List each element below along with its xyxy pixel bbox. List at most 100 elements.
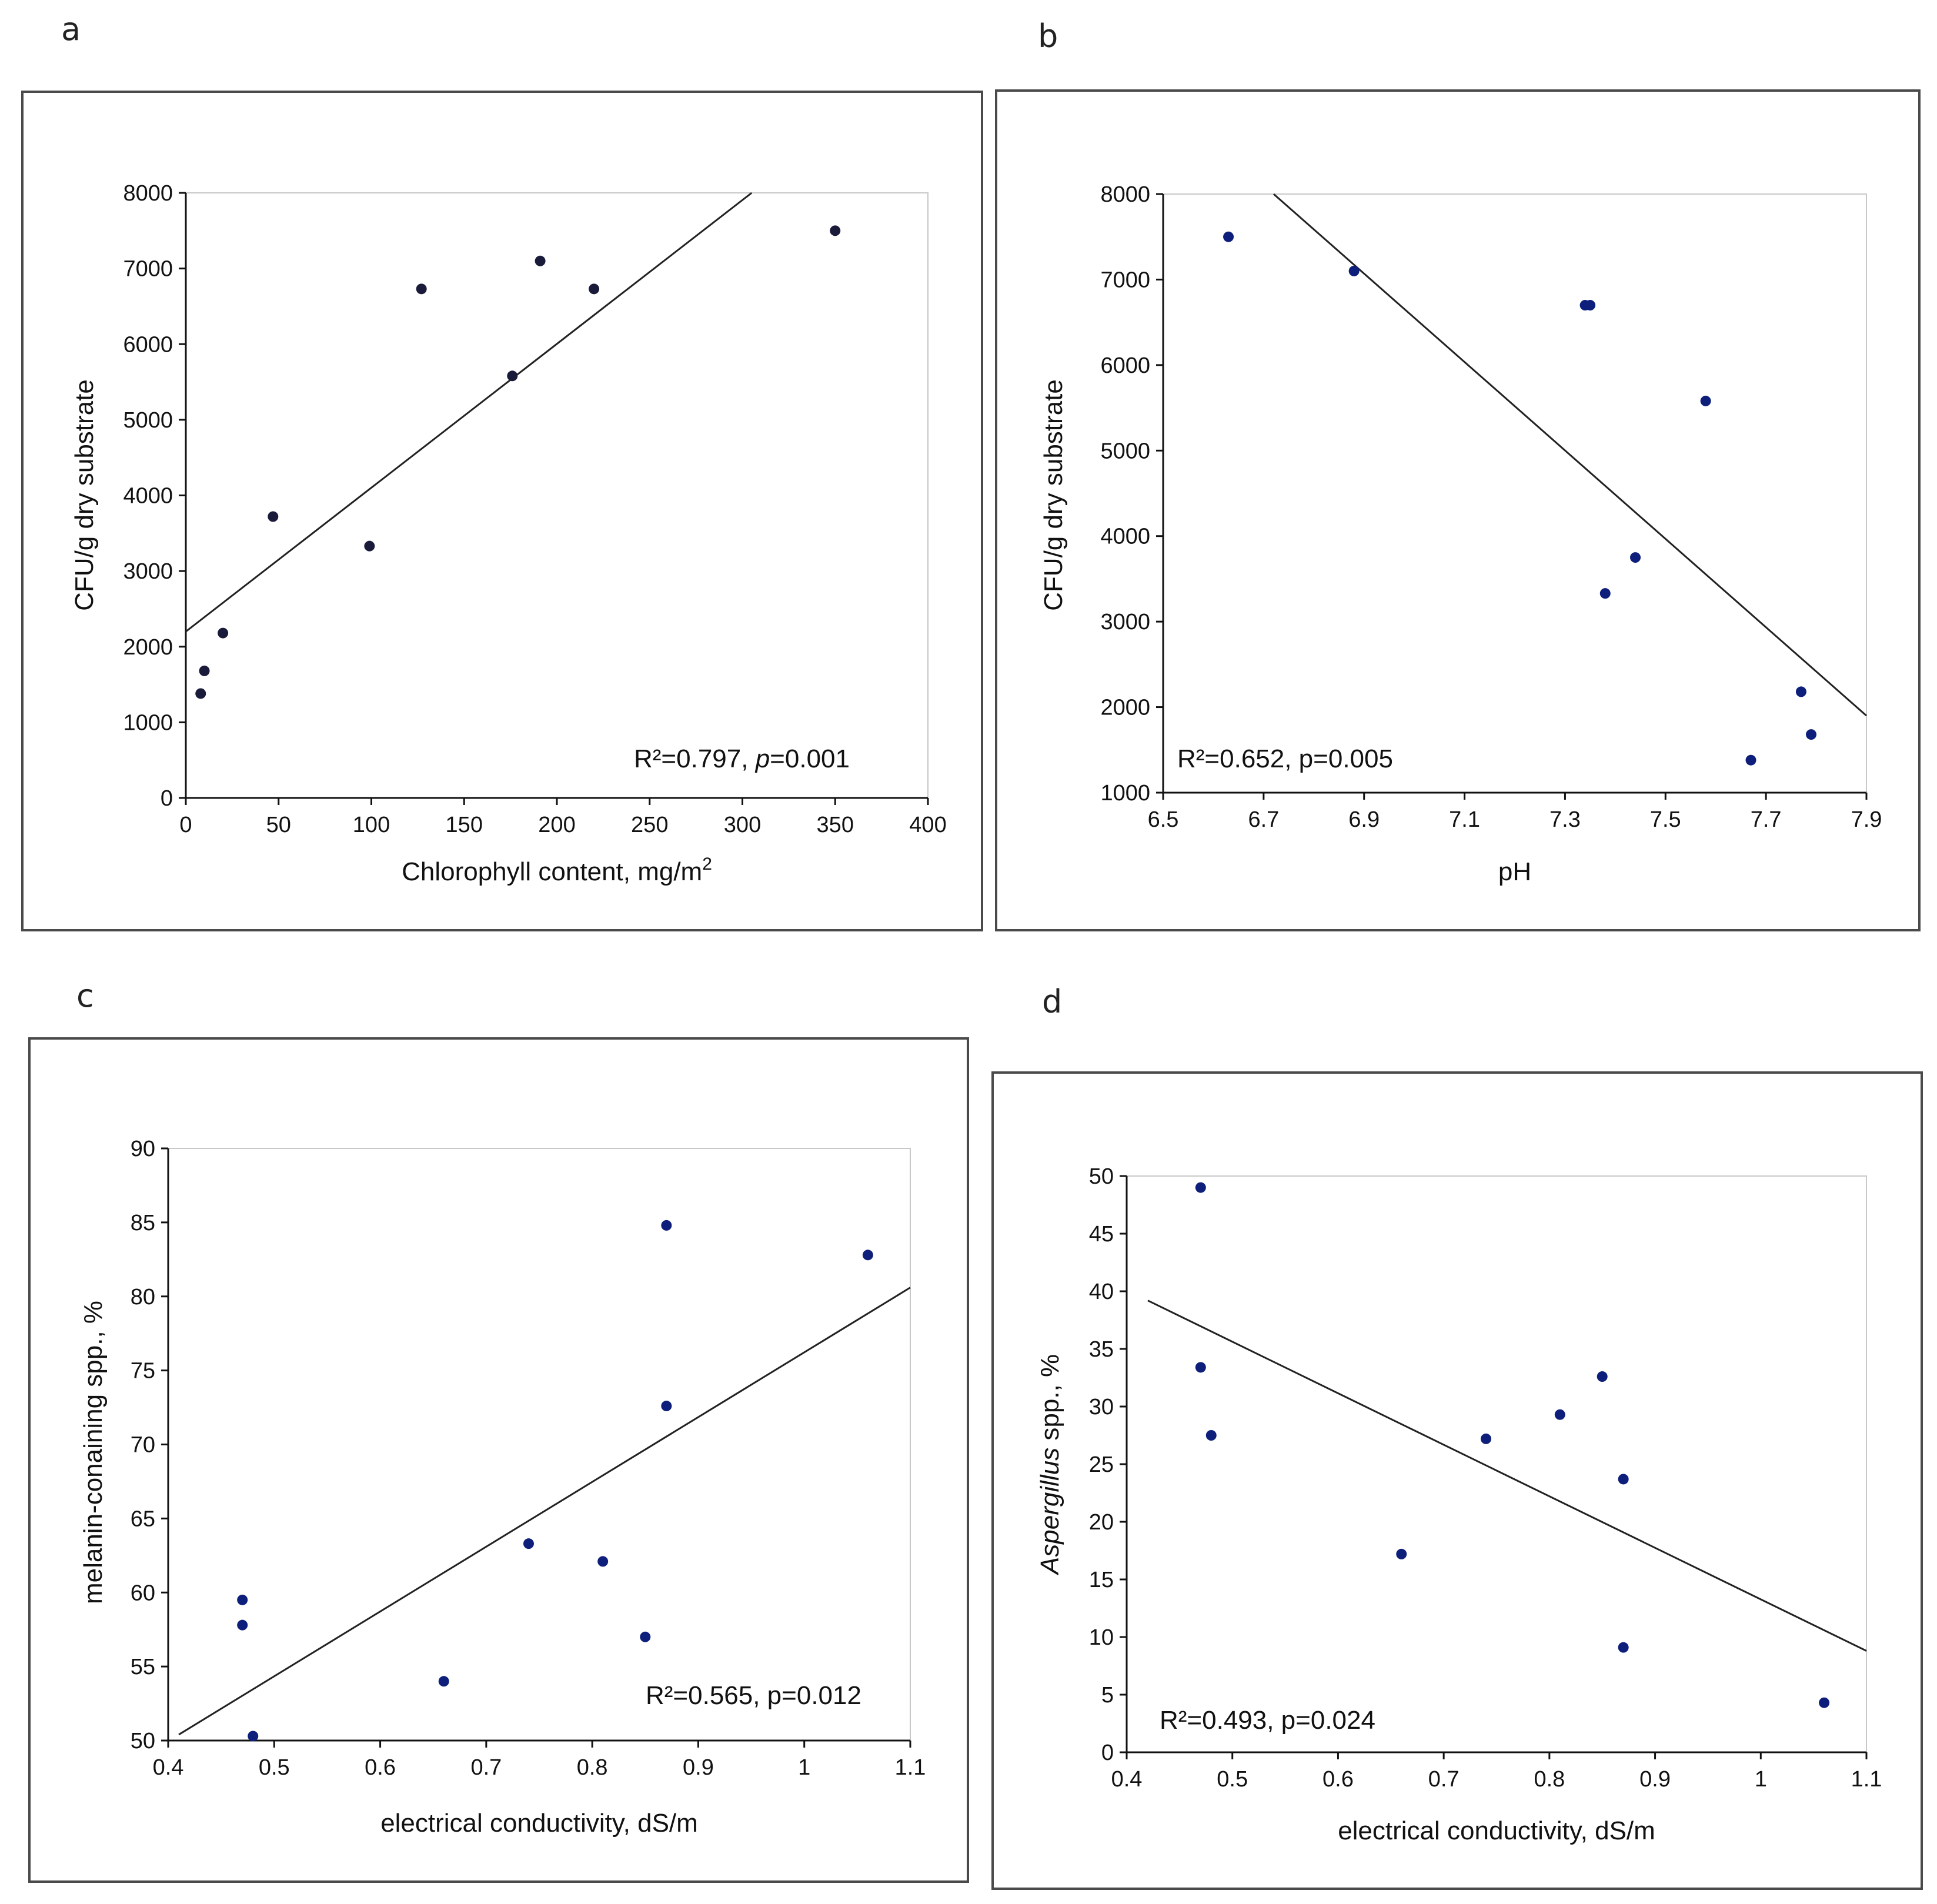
- data-point: [1223, 231, 1234, 242]
- plot-area-a: [185, 192, 929, 799]
- x-tick-label: 0.8: [1534, 1767, 1565, 1792]
- x-tick-label: 0.5: [1217, 1767, 1248, 1792]
- x-tick-label: 250: [631, 813, 668, 837]
- ylabel-d: Aspergillus spp., %: [1036, 1354, 1064, 1576]
- y-tick-label: 4000: [1100, 525, 1150, 549]
- y-tick-label: 30: [1089, 1395, 1114, 1419]
- y-tick-label: 85: [131, 1211, 155, 1235]
- y-tick-label: 35: [1089, 1337, 1114, 1362]
- data-point: [1396, 1548, 1407, 1559]
- data-point: [1618, 1642, 1629, 1653]
- y-tick-label: 3000: [1100, 610, 1150, 634]
- data-point: [416, 283, 427, 295]
- points-d: [1195, 1182, 1830, 1708]
- y-tick-label: 8000: [1100, 182, 1150, 207]
- panel-letter-a: a: [61, 11, 81, 48]
- ylabel-c: melanin-conaining spp., %: [79, 1301, 108, 1604]
- data-point: [1195, 1182, 1206, 1193]
- y-tick-label: 5000: [123, 408, 173, 433]
- data-point: [248, 1731, 259, 1742]
- axes-b: [1162, 194, 1866, 794]
- y-tick-label: 60: [131, 1581, 155, 1605]
- trendline-d: [1147, 1300, 1867, 1652]
- points-a: [195, 225, 841, 699]
- xlabel-a: Chlorophyll content, mg/m2: [402, 854, 712, 886]
- annotation-c: R²=0.565, p=0.012: [646, 1681, 861, 1710]
- chart-a: 0 50 100 150 200 250 300 350 4000100020003000400…: [70, 181, 947, 886]
- x-tick-label: 6.7: [1248, 807, 1279, 832]
- x-tick-label: 0.9: [683, 1755, 714, 1780]
- y-tick-label: 0: [161, 786, 173, 811]
- ticks-d: 0.4 0.5 0.6 0.7 0.8 0.9 1 1.1 0 5 10 15 20 25 30 35 40 45…: [1089, 1164, 1882, 1792]
- annotation-d: R²=0.493, p=0.024: [1160, 1706, 1375, 1735]
- y-tick-label: 15: [1089, 1568, 1114, 1592]
- data-point: [364, 540, 375, 552]
- y-tick-label: 90: [131, 1137, 155, 1161]
- x-tick-label: 1: [1755, 1767, 1767, 1792]
- x-tick-label: 6.5: [1148, 807, 1179, 832]
- ticks-a: 0 50 100 150 200 250 300 350 4000100020003000400…: [123, 181, 946, 837]
- x-tick-label: 7.9: [1851, 807, 1882, 832]
- chart-d: 0.4 0.5 0.6 0.7 0.8 0.9 1 1.1 0 5 10 15 20 25 30 35 40 45…: [1036, 1164, 1882, 1845]
- x-tick-label: 1.1: [895, 1755, 926, 1780]
- y-tick-label: 2000: [1100, 696, 1150, 720]
- x-tick-label: 0.5: [259, 1755, 290, 1780]
- x-tick-label: 0.7: [470, 1755, 502, 1780]
- data-point: [1481, 1433, 1492, 1444]
- data-point: [1585, 300, 1596, 311]
- data-point: [268, 511, 279, 522]
- x-tick-label: 1: [798, 1755, 810, 1780]
- plot-area-d: [1126, 1175, 1867, 1753]
- y-tick-label: 6000: [1100, 353, 1150, 378]
- y-tick-label: 3000: [123, 559, 173, 584]
- data-point: [1205, 1430, 1217, 1441]
- x-tick-label: 300: [724, 813, 761, 837]
- y-tick-label: 10: [1089, 1625, 1114, 1650]
- y-tick-label: 2000: [123, 635, 173, 660]
- x-tick-label: 0.9: [1639, 1767, 1671, 1792]
- y-tick-label: 20: [1089, 1510, 1114, 1535]
- data-point: [523, 1538, 534, 1549]
- x-tick-label: 0.4: [1111, 1767, 1143, 1792]
- data-point: [640, 1631, 651, 1642]
- trendline-a: [185, 192, 753, 633]
- xlabel-c: electrical conductivity, dS/m: [380, 1809, 698, 1838]
- data-point: [438, 1676, 449, 1687]
- x-tick-label: 7.5: [1650, 807, 1681, 832]
- y-tick-label: 40: [1089, 1280, 1114, 1304]
- data-point: [1630, 552, 1641, 563]
- data-point: [830, 225, 841, 236]
- x-tick-label: 0.6: [365, 1755, 396, 1780]
- y-tick-label: 1000: [123, 710, 173, 735]
- y-tick-label: 55: [131, 1655, 155, 1679]
- x-tick-label: 0.7: [1428, 1767, 1460, 1792]
- trendline-c: [178, 1287, 911, 1736]
- ticks-c: 0.4 0.5 0.6 0.7 0.8 0.9 1 1.1 50 55 60 65 70 75 80 85 90: [131, 1137, 926, 1780]
- data-point: [1599, 588, 1611, 599]
- annotation-b: R²=0.652, p=0.005: [1177, 744, 1393, 773]
- x-tick-label: 1.1: [1851, 1767, 1882, 1792]
- x-tick-label: 350: [817, 813, 854, 837]
- points-c: [237, 1220, 873, 1742]
- y-tick-label: 6000: [123, 332, 173, 357]
- ylabel-a: CFU/g dry substrate: [70, 379, 99, 611]
- ticks-b: 6.5 6.7 6.9 7.1 7.3 7.5 7.7 7.9 1000 2000 3000 4000…: [1100, 182, 1882, 832]
- y-tick-label: 50: [131, 1729, 155, 1753]
- panel-letter-b: b: [1038, 18, 1058, 55]
- plot-area-c: [168, 1148, 911, 1741]
- x-tick-label: 200: [538, 813, 575, 837]
- y-tick-label: 1000: [1100, 781, 1150, 806]
- y-tick-label: 25: [1089, 1452, 1114, 1477]
- y-tick-label: 70: [131, 1433, 155, 1458]
- y-tick-label: 65: [131, 1507, 155, 1531]
- data-point: [1745, 754, 1756, 766]
- x-tick-label: 150: [446, 813, 483, 837]
- y-tick-label: 50: [1089, 1164, 1114, 1189]
- panel-letter-c: c: [76, 977, 94, 1014]
- data-point: [1195, 1362, 1206, 1373]
- trendline-b: [1273, 193, 1867, 717]
- x-tick-label: 7.3: [1549, 807, 1581, 832]
- data-point: [597, 1556, 609, 1567]
- data-point: [1700, 395, 1711, 406]
- y-tick-label: 5000: [1100, 439, 1150, 463]
